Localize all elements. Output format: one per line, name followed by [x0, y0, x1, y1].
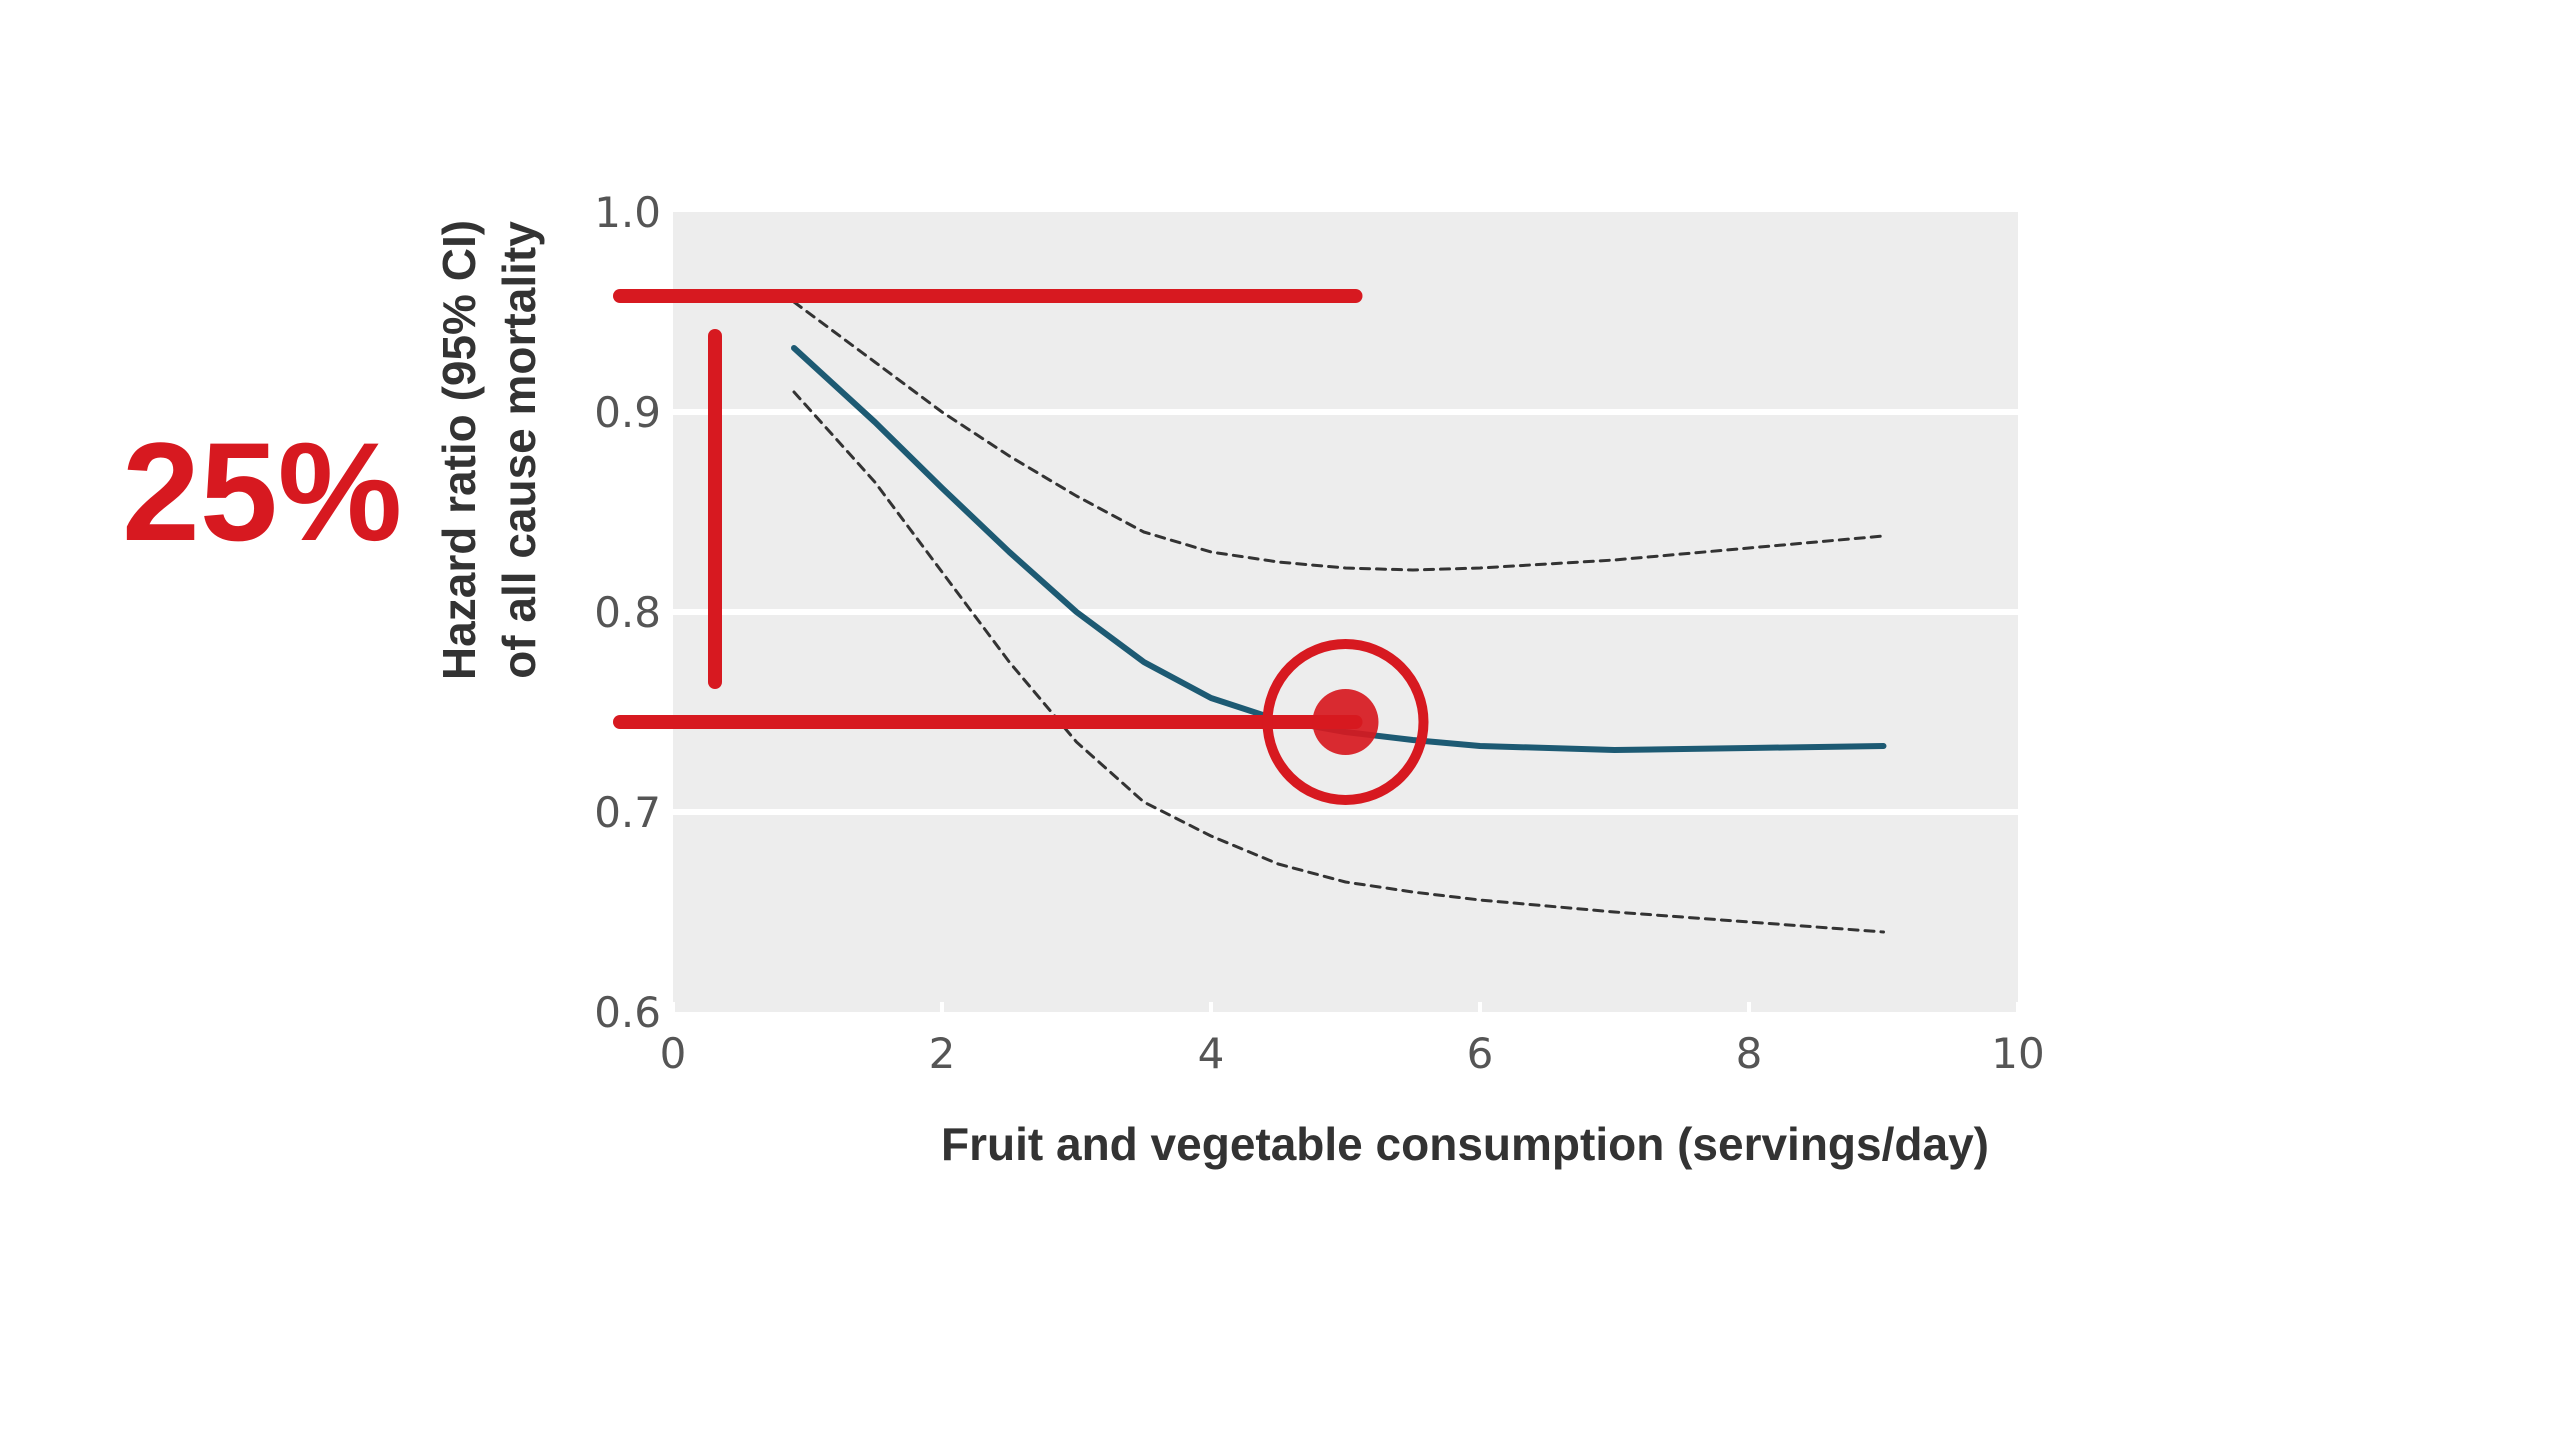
x-tick-label: 4 [1198, 1029, 1225, 1078]
y-axis-label-line2: of all cause mortality [493, 221, 545, 679]
x-tick-label: 10 [1991, 1029, 2044, 1078]
x-tick-label: 0 [660, 1029, 687, 1078]
y-axis-label-line1: Hazard ratio (95% CI) [433, 220, 485, 680]
highlight-point [1312, 689, 1379, 755]
x-tick-label: 2 [929, 1029, 956, 1078]
x-axis-label: Fruit and vegetable consumption (serving… [941, 1118, 1989, 1170]
y-tick-label: 0.8 [594, 588, 661, 637]
hazard-ratio-line [791, 345, 1887, 753]
x-tick-label: 6 [1467, 1029, 1494, 1078]
y-tick-label: 0.7 [594, 788, 661, 837]
y-tick-label: 0.9 [594, 388, 661, 437]
highlight-ring [1262, 639, 1429, 805]
confidence-interval-line [792, 300, 1885, 572]
y-tick-label: 1.0 [594, 188, 661, 237]
x-tick-label: 8 [1736, 1029, 1763, 1078]
reduction-annotation-label: 25% [122, 413, 402, 570]
y-tick-label: 0.6 [594, 988, 661, 1037]
